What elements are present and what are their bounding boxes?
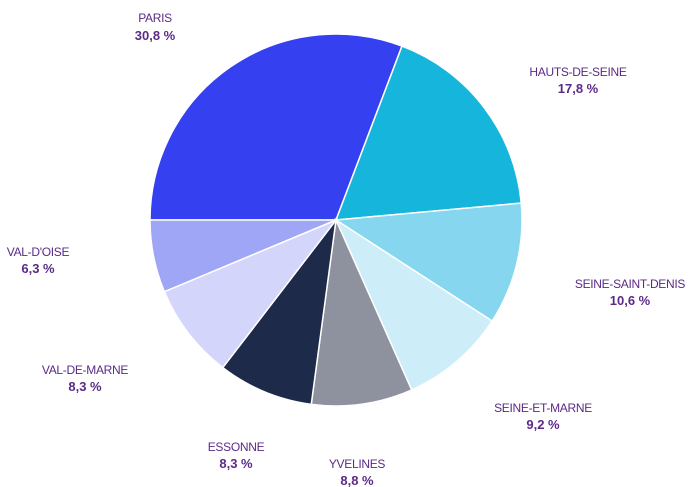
value-yvelines: 8,8 %	[340, 473, 374, 487]
value-seine-saint-denis: 10,6 %	[610, 293, 651, 308]
pie-slice-paris	[149, 33, 403, 221]
label-yvelines: YVELINES	[329, 457, 386, 471]
pie-slice-val-de-marne	[163, 218, 339, 369]
pie-labels: PARIS 30,8 % HAUTS-DE-SEINE 17,8 % SEINE…	[7, 11, 686, 487]
value-essonne: 8,3 %	[219, 456, 253, 471]
pie-slice-seine-et-marne	[334, 217, 494, 391]
label-val-de-marne: VAL-DE-MARNE	[42, 363, 128, 377]
label-seine-saint-denis: SEINE-SAINT-DENIS	[575, 277, 686, 291]
value-val-d-oise: 6,3 %	[21, 261, 55, 276]
pie-slice-hauts-de-seine	[334, 45, 523, 221]
pie-slice-essonne	[221, 217, 338, 406]
label-paris: PARIS	[138, 11, 172, 25]
value-paris: 30,8 %	[135, 28, 176, 43]
label-val-d-oise: VAL-D'OISE	[7, 245, 70, 259]
value-seine-et-marne: 9,2 %	[526, 417, 560, 432]
pie-slice-seine-saint-denis	[333, 202, 523, 323]
value-val-de-marne: 8,3 %	[68, 379, 102, 394]
label-hauts-de-seine: HAUTS-DE-SEINE	[529, 65, 626, 79]
pie-slice-yvelines	[310, 217, 413, 407]
pie-slice-val-d-oise	[149, 219, 337, 293]
label-essonne: ESSONNE	[208, 440, 265, 454]
pie-slices	[149, 33, 523, 407]
value-hauts-de-seine: 17,8 %	[558, 81, 599, 96]
label-seine-et-marne: SEINE-ET-MARNE	[494, 401, 592, 415]
